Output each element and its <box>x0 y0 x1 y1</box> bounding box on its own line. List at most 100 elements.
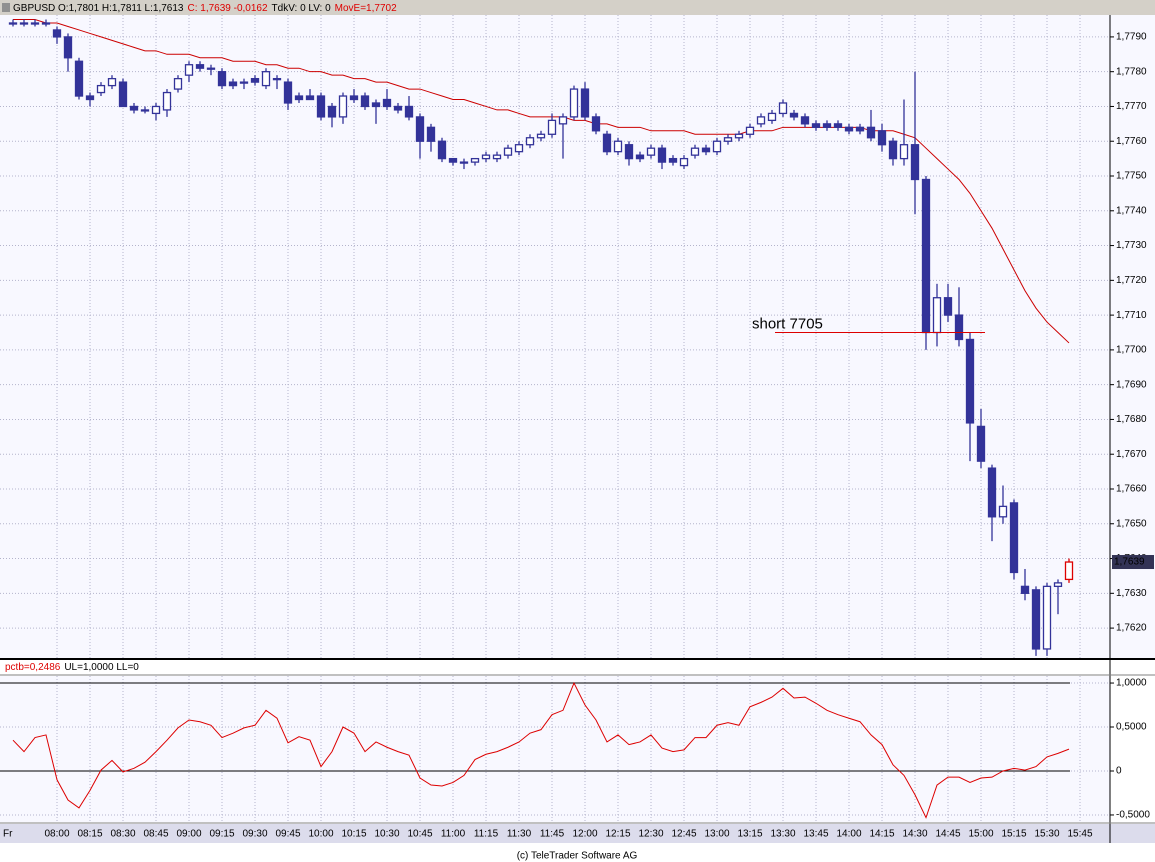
candle-body <box>349 95 359 101</box>
last-price-box <box>1112 555 1154 570</box>
header-segment: MovE=1,7702 <box>335 3 397 14</box>
candle-body <box>371 102 381 108</box>
header-text: GBPUSD O:1,7801 H:1,7811 L:1,7613 C: 1,76… <box>13 3 397 14</box>
candle-body <box>448 157 458 163</box>
candle-body <box>822 123 832 128</box>
x-tick-label: 12:45 <box>671 829 696 840</box>
x-tick-label: 15:45 <box>1067 829 1092 840</box>
candle-body <box>173 77 183 90</box>
x-tick-label: 10:15 <box>341 829 366 840</box>
pane-divider <box>0 658 1155 660</box>
x-tick-label: 08:00 <box>44 829 69 840</box>
candle-body <box>624 144 634 160</box>
candle-body <box>118 81 128 108</box>
y-tick-label: 1,7620 <box>1116 623 1147 634</box>
pctb-line <box>12 681 1070 819</box>
candle-body <box>261 71 271 87</box>
candle-body <box>888 140 898 160</box>
candle-body <box>107 77 117 87</box>
candle-body <box>932 297 942 334</box>
candle-body <box>987 467 997 518</box>
candle-body <box>481 154 491 160</box>
candle-body <box>514 144 524 153</box>
x-tick-label: 11:00 <box>441 829 466 840</box>
candle-body <box>690 147 700 156</box>
candle-body <box>921 178 931 334</box>
candle-body <box>195 64 205 69</box>
candle-body <box>679 157 689 167</box>
x-tick-label: 12:15 <box>605 829 630 840</box>
candle-body <box>129 105 139 111</box>
x-tick-label: 14:30 <box>902 829 927 840</box>
candle-body <box>712 140 722 153</box>
candle-body <box>910 144 920 181</box>
x-tick-label: 08:45 <box>143 829 168 840</box>
candle-body <box>1009 502 1019 574</box>
candle-body <box>151 105 161 115</box>
annotation-text: short 7705 <box>752 315 823 332</box>
y-tick-label: 0 <box>1116 766 1122 777</box>
x-tick-label: 09:45 <box>275 829 300 840</box>
header-segment: UL=1,0000 LL=0 <box>64 662 139 673</box>
candle-body <box>657 147 667 163</box>
candle-body <box>613 140 623 153</box>
candle-body <box>855 126 865 132</box>
y-tick-label: 1,7630 <box>1116 588 1147 599</box>
candle-body <box>602 133 612 153</box>
candle-body <box>767 112 777 122</box>
header-icon <box>2 3 10 12</box>
candle-body <box>404 105 414 118</box>
candle-body <box>492 154 502 160</box>
x-tick-label: 13:00 <box>704 829 729 840</box>
candle-body <box>525 137 535 146</box>
candle-body <box>250 77 260 83</box>
y-tick-label: 1,7730 <box>1116 240 1147 251</box>
y-tick-label: 1,7790 <box>1116 32 1147 43</box>
x-axis-label: Fr <box>3 829 13 840</box>
x-tick-label: 15:00 <box>968 829 993 840</box>
candle-body <box>998 505 1008 518</box>
candle-body <box>800 116 810 125</box>
candle-body <box>668 157 678 163</box>
candle-body <box>866 126 876 139</box>
y-tick-label: 1,7710 <box>1116 310 1147 321</box>
header-segment: pctb=0,2486 <box>5 662 61 673</box>
candle-body <box>8 22 18 25</box>
header-bar <box>0 0 1155 15</box>
y-tick-label: 1,7670 <box>1116 449 1147 460</box>
moving-average <box>13 19 1070 344</box>
x-tick-label: 10:45 <box>407 829 432 840</box>
x-tick-label: 15:15 <box>1001 829 1026 840</box>
candle-body <box>734 133 744 139</box>
x-tick-label: 09:00 <box>176 829 201 840</box>
candle-body <box>360 95 370 108</box>
candle-body <box>184 64 194 76</box>
candle-body <box>591 116 601 132</box>
candle-body <box>63 36 73 59</box>
x-tick-label: 11:15 <box>474 829 499 840</box>
candle-body <box>41 22 51 25</box>
candle-body <box>558 116 568 125</box>
candle-body <box>503 147 513 156</box>
candle-body <box>833 123 843 128</box>
x-tick-label: 11:45 <box>540 829 565 840</box>
candle-body <box>954 314 964 341</box>
candle-body <box>283 81 293 104</box>
candle-body <box>536 133 546 139</box>
candle-body <box>745 126 755 135</box>
candle-body <box>701 147 711 153</box>
candle-body <box>723 137 733 142</box>
x-tick-label: 13:45 <box>803 829 828 840</box>
y-tick-label: 1,7680 <box>1116 414 1147 425</box>
candle-body <box>96 84 106 94</box>
candle-body <box>52 29 62 38</box>
x-tick-label: 08:15 <box>77 829 102 840</box>
header-segment: GBPUSD O:1,7801 H:1,7811 L:1,7613 <box>13 3 184 14</box>
x-tick-label: 09:30 <box>242 829 267 840</box>
candle-body <box>393 105 403 111</box>
candle-body <box>756 116 766 125</box>
y-tick-label: -0,5000 <box>1116 810 1150 821</box>
candle-body <box>272 77 282 81</box>
candle-body <box>1020 585 1030 594</box>
y-tick-label: 1,7650 <box>1116 518 1147 529</box>
